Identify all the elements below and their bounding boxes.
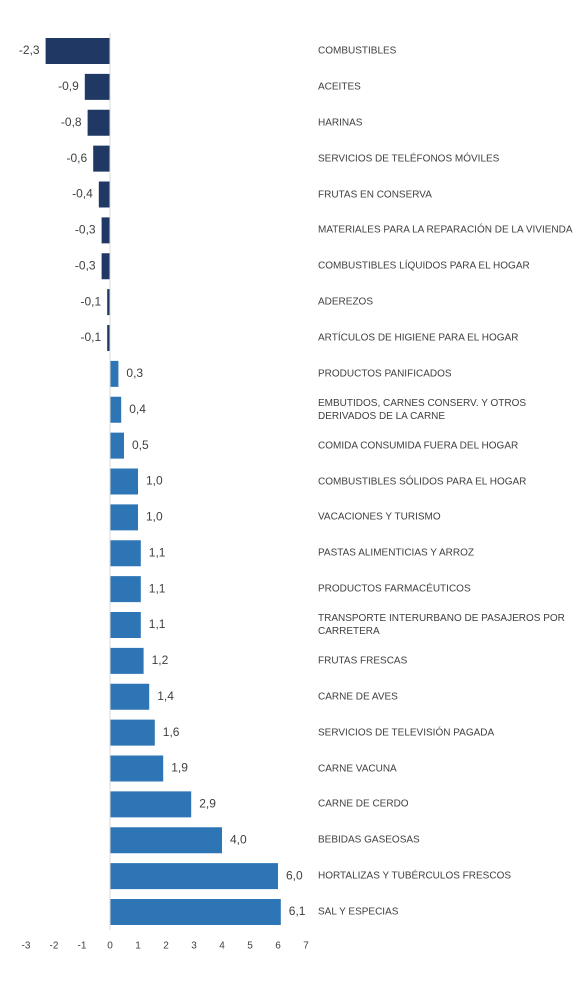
bar [110, 755, 164, 782]
value-label: 1,1 [149, 581, 166, 595]
category-label: COMBUSTIBLES SÓLIDOS PARA EL HOGAR [318, 476, 527, 487]
category-label: COMIDA CONSUMIDA FUERA DEL HOGAR [318, 440, 519, 452]
x-tick-label: 1 [135, 941, 141, 952]
bar [45, 38, 110, 64]
x-tick-label: -1 [78, 941, 87, 952]
category-label: HORTALIZAS Y TUBÉRCULOS FRESCOS [318, 870, 512, 882]
category-label: FRUTAS EN CONSERVA [318, 189, 432, 200]
bar [110, 719, 155, 746]
category-label: EMBUTIDOS, CARNES CONSERV. Y OTROS DERIV… [318, 397, 527, 422]
x-tick-label: 0 [107, 941, 113, 952]
bar [110, 899, 281, 925]
value-label: 0,3 [126, 366, 143, 380]
value-label: 1,2 [152, 653, 169, 667]
bar [101, 253, 110, 280]
value-label: 1,0 [146, 474, 163, 488]
bar [110, 432, 124, 459]
bar [110, 360, 119, 387]
bar [110, 468, 138, 495]
bar [110, 827, 222, 854]
value-label: 1,6 [163, 725, 180, 739]
category-label: PRODUCTOS PANIFICADOS [318, 368, 452, 380]
value-label: 4,0 [230, 832, 247, 846]
value-label: 2,9 [199, 797, 216, 811]
bar [98, 181, 110, 208]
value-label: 0,5 [132, 438, 149, 452]
x-tick-label: 2 [163, 941, 169, 952]
x-tick-label: 5 [247, 941, 253, 952]
x-tick-label: 4 [219, 941, 225, 952]
bar [110, 683, 150, 710]
value-label: -0,6 [67, 151, 88, 165]
value-label: -0,3 [75, 258, 96, 272]
bar [110, 612, 141, 638]
value-label: -0,1 [81, 330, 102, 344]
bar [107, 325, 110, 351]
x-tick-label: 7 [303, 941, 309, 952]
bar [110, 791, 192, 818]
bar [110, 647, 144, 674]
bar [87, 109, 110, 136]
value-label: 1,1 [149, 617, 166, 631]
category-label: MATERIALES PARA LA REPARACIÓN DE LA VIVI… [318, 224, 573, 236]
value-label: -0,8 [61, 115, 82, 129]
bar [110, 576, 141, 603]
bar [110, 540, 141, 567]
value-label: 1,4 [157, 689, 174, 703]
value-label: -0,3 [75, 223, 96, 237]
category-label: PRODUCTOS FARMACÉUTICOS [318, 583, 471, 595]
value-label: 0,4 [129, 402, 146, 416]
bar [93, 145, 110, 172]
category-label: CARNE DE AVES [318, 691, 398, 703]
x-tick-label: -3 [22, 941, 31, 952]
category-label: COMBUSTIBLES [318, 45, 397, 57]
category-label: HARINAS [318, 117, 363, 129]
x-tick-label: 6 [275, 941, 281, 952]
value-label: 6,1 [289, 904, 306, 918]
category-label: CARNE DE CERDO [318, 798, 409, 810]
category-label: FRUTAS FRESCAS [318, 655, 408, 667]
category-label: VACACIONES Y TURISMO [318, 511, 441, 523]
value-label: 1,1 [149, 545, 166, 559]
category-label: SERVICIOS DE TELEVISIÓN PAGADA [318, 727, 495, 739]
category-label: SERVICIOS DE TELÉFONOS MÓVILES [318, 153, 500, 165]
category-label: COMBUSTIBLES LÍQUIDOS PARA EL HOGAR [318, 260, 530, 272]
bar [107, 289, 110, 316]
bar [101, 217, 110, 244]
category-label: BEBIDAS GASEOSAS [318, 834, 420, 846]
value-label: -0,4 [72, 187, 93, 201]
value-label: -2,3 [19, 43, 40, 57]
bar [110, 396, 122, 423]
value-label: 1,9 [171, 761, 188, 775]
x-tick-label: -2 [50, 941, 59, 952]
value-label: 1,0 [146, 510, 163, 524]
bar [110, 504, 138, 531]
value-label: -0,1 [81, 294, 102, 308]
category-label: SAL Y ESPECIAS [318, 906, 399, 918]
bar [84, 73, 110, 100]
category-label: PASTAS ALIMENTICIAS Y ARROZ [318, 547, 474, 559]
category-label: ACEITES [318, 81, 361, 93]
category-label: CARNE VACUNA [318, 763, 397, 774]
value-label: -0,9 [58, 79, 79, 93]
x-tick-label: 3 [191, 941, 197, 952]
category-label: ARTÍCULOS DE HIGIENE PARA EL HOGAR [318, 332, 519, 344]
value-label: 6,0 [286, 868, 303, 882]
category-label: TRANSPORTE INTERURBANO DE PASAJEROS POR … [318, 613, 565, 637]
bar [110, 863, 278, 890]
category-label: ADEREZOS [318, 296, 374, 308]
